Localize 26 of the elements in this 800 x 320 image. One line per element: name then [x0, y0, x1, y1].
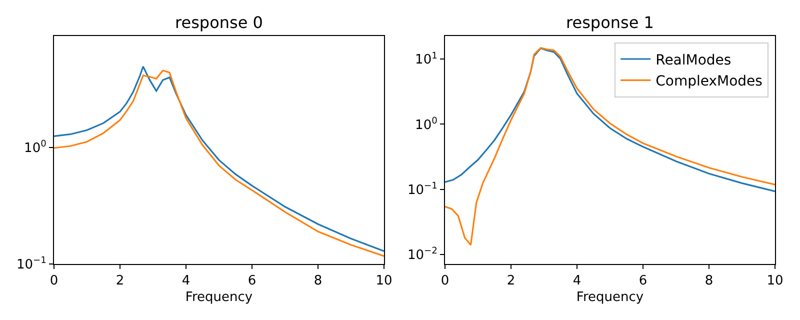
y-tick-label: 10$^{0}$	[24, 140, 47, 156]
x-axis-title: Frequency	[576, 290, 644, 306]
x-tick-label: 6	[638, 274, 648, 289]
y-tick-label: 10$^{1}$	[415, 51, 438, 68]
y-tick-label: 10$^{−2}$	[407, 246, 438, 263]
x-tick-label: 4	[572, 274, 582, 289]
chart-title: response 0	[175, 13, 263, 32]
x-tick-label: 2	[506, 274, 516, 289]
x-tick-label: 6	[248, 274, 256, 289]
line-series	[445, 47, 775, 246]
x-tick-label: 0	[50, 274, 58, 289]
x-tick-label: 10	[376, 274, 392, 289]
x-tick-label: 10	[766, 274, 784, 289]
x-tick-label: 8	[314, 274, 322, 289]
x-tick-label: 8	[704, 274, 714, 289]
line-series	[445, 47, 775, 192]
x-tick-label: 0	[440, 274, 450, 289]
y-tick-label: 10$^{−1}$	[407, 181, 438, 198]
legend-label: ComplexModes	[656, 74, 762, 90]
y-tick-label: 10$^{−1}$	[16, 256, 46, 273]
x-tick-label: 2	[116, 274, 124, 289]
x-tick-label: 4	[182, 274, 190, 289]
legend-label: RealModes	[656, 52, 732, 68]
chart-title: response 1	[566, 13, 654, 32]
y-tick-label: 10$^{0}$	[415, 116, 438, 133]
x-axis-title: Frequency	[185, 290, 253, 306]
